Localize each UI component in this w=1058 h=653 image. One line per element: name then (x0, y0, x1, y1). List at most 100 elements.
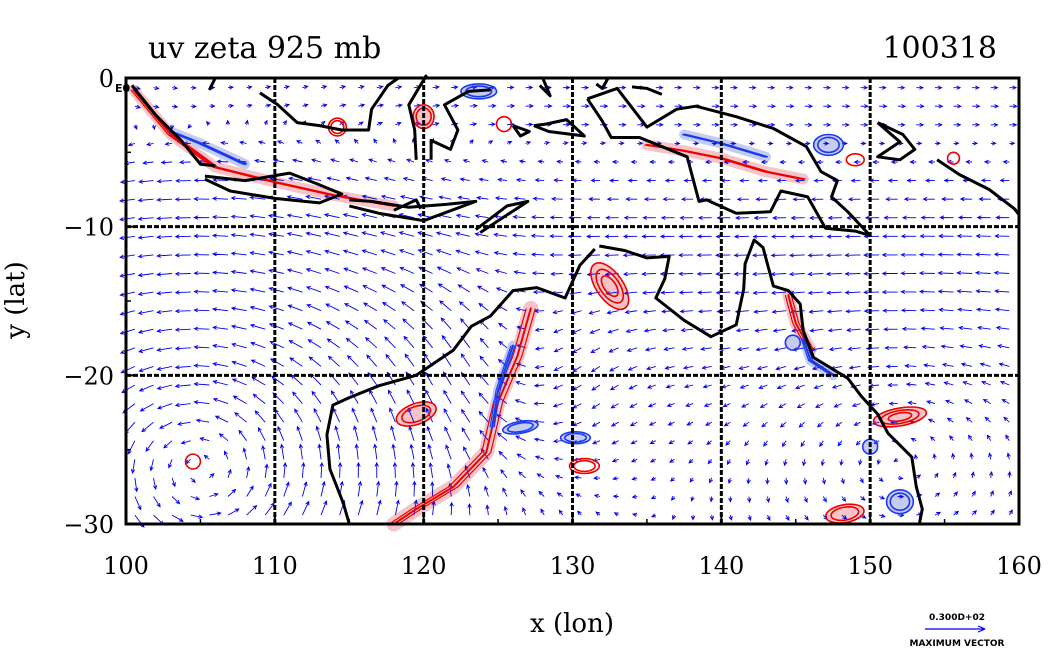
wind-vector (151, 124, 156, 131)
wind-vector (251, 376, 266, 386)
wind-vector (156, 272, 173, 277)
wind-vector (660, 290, 675, 295)
wind-vector (738, 365, 750, 371)
wind-vector (903, 196, 917, 202)
wind-vector (941, 196, 954, 202)
wind-vector (826, 290, 842, 295)
wind-vector (975, 289, 991, 294)
wind-vector (283, 481, 290, 497)
wind-vector (474, 214, 489, 219)
wind-vector (974, 270, 991, 275)
wind-vector (897, 85, 906, 90)
wind-vector (246, 504, 258, 516)
date-label: 100318 (882, 31, 997, 66)
wind-vector (249, 214, 266, 219)
wind-vector (156, 347, 173, 352)
wind-vector (138, 365, 154, 373)
wind-vector (438, 195, 452, 200)
wind-vector (1009, 122, 1018, 128)
wind-vector (320, 85, 328, 90)
wind-vector (156, 197, 173, 202)
wind-vector (400, 194, 415, 200)
wind-vector (934, 85, 943, 90)
wind-vector (879, 104, 888, 109)
wind-vector (287, 286, 303, 293)
wind-vector (709, 477, 713, 484)
wind-vector (533, 437, 545, 442)
wind-vector (715, 234, 731, 239)
positive-contour-band-outer (649, 144, 806, 180)
wind-vector (897, 475, 904, 481)
wind-vector (823, 122, 832, 128)
wind-vector (249, 305, 266, 312)
wind-vector (683, 178, 694, 183)
wind-vector (995, 325, 1010, 331)
wind-vector (727, 477, 732, 485)
wind-vector (214, 415, 229, 423)
wind-vector (515, 380, 526, 386)
wind-vector (588, 196, 601, 202)
x-tick-label: 160 (996, 552, 1042, 580)
wind-vector (611, 458, 619, 463)
wind-vector (329, 158, 340, 163)
wind-vector (193, 233, 210, 239)
wind-vector (1001, 398, 1010, 404)
wind-vector (916, 122, 925, 128)
wind-vector (748, 85, 757, 90)
wind-vector (279, 443, 285, 460)
wind-vector (765, 496, 771, 504)
wind-vector (722, 403, 731, 408)
y-tick-label: −20 (63, 362, 114, 390)
x-axis-label: x (lon) (530, 609, 614, 639)
wind-vector (562, 103, 572, 109)
wind-vector (391, 443, 396, 460)
wind-vector (536, 473, 545, 479)
wind-vector (696, 234, 712, 239)
wind-vector (466, 483, 471, 497)
wind-vector (848, 365, 861, 370)
wind-vector (599, 104, 609, 109)
wind-vector (439, 300, 452, 312)
wind-vector (649, 440, 657, 444)
wind-vector (512, 251, 526, 256)
wind-vector (431, 500, 436, 516)
wind-vector (440, 317, 452, 330)
wind-vector (437, 283, 452, 293)
wind-vector (379, 231, 396, 237)
wind-vector (267, 250, 284, 256)
wind-vector (959, 344, 973, 349)
wind-vector (424, 158, 433, 163)
wind-vector (664, 178, 675, 183)
wind-vector (730, 85, 739, 90)
wind-vector (153, 104, 160, 109)
coastline-segment (325, 247, 596, 525)
wind-vector (604, 234, 619, 239)
wind-vector (650, 495, 656, 499)
wind-vector (953, 85, 962, 90)
wind-vector (163, 440, 173, 449)
wind-vector (469, 103, 478, 109)
wind-vector (553, 328, 563, 334)
wind-vector (918, 270, 935, 276)
wind-vector (193, 326, 210, 331)
wind-vector (384, 336, 396, 349)
negative-contour-band-outer (685, 133, 769, 158)
wind-vector (324, 285, 340, 293)
wind-vector (269, 358, 285, 367)
wind-vector (234, 412, 247, 423)
wind-vector (283, 85, 291, 90)
wind-vector (850, 178, 861, 183)
wind-vector (715, 253, 731, 258)
positive-contour-band-outer (130, 89, 392, 207)
wind-vector (745, 459, 750, 466)
coastline-segment (429, 88, 491, 160)
wind-vector (364, 336, 378, 349)
wind-vector (956, 252, 973, 257)
wind-vector (156, 179, 173, 184)
wind-vector (553, 456, 563, 462)
wind-vector (697, 290, 712, 295)
wind-vector (788, 253, 805, 258)
positive-contour (572, 459, 596, 473)
wind-vector (581, 141, 588, 146)
wind-vector (288, 176, 303, 182)
